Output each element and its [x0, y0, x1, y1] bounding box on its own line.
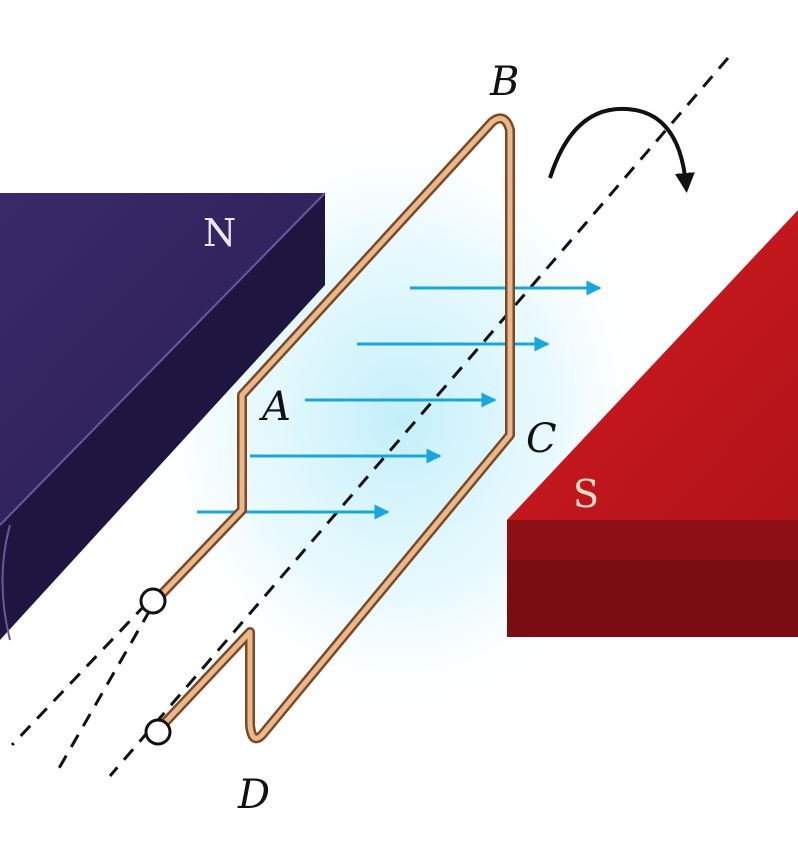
axis-line-left	[10, 602, 148, 747]
axis-line-middle	[56, 609, 152, 771]
coil-loop	[153, 113, 515, 744]
coil-terminal-lower	[144, 718, 172, 746]
north-label: N	[203, 211, 236, 255]
point-label-a: A	[258, 384, 291, 430]
north-magnet-side-face	[0, 193, 325, 640]
north-magnet: N	[0, 192, 326, 641]
rotation-axis	[10, 57, 730, 777]
point-label-d: D	[237, 772, 270, 818]
north-magnet-curve	[1, 524, 11, 641]
south-magnet-top-face	[507, 210, 798, 520]
coil-wire	[155, 115, 513, 741]
south-magnet: S	[507, 210, 798, 637]
south-label: S	[573, 472, 599, 516]
south-magnet-front-shade	[507, 560, 798, 637]
point-label-b: B	[489, 59, 519, 105]
north-magnet-edge	[0, 192, 326, 526]
point-label-c: C	[526, 416, 557, 462]
axis-line-main	[108, 57, 730, 777]
coil-terminal-upper	[139, 587, 167, 615]
rotation-arrow	[548, 106, 695, 193]
